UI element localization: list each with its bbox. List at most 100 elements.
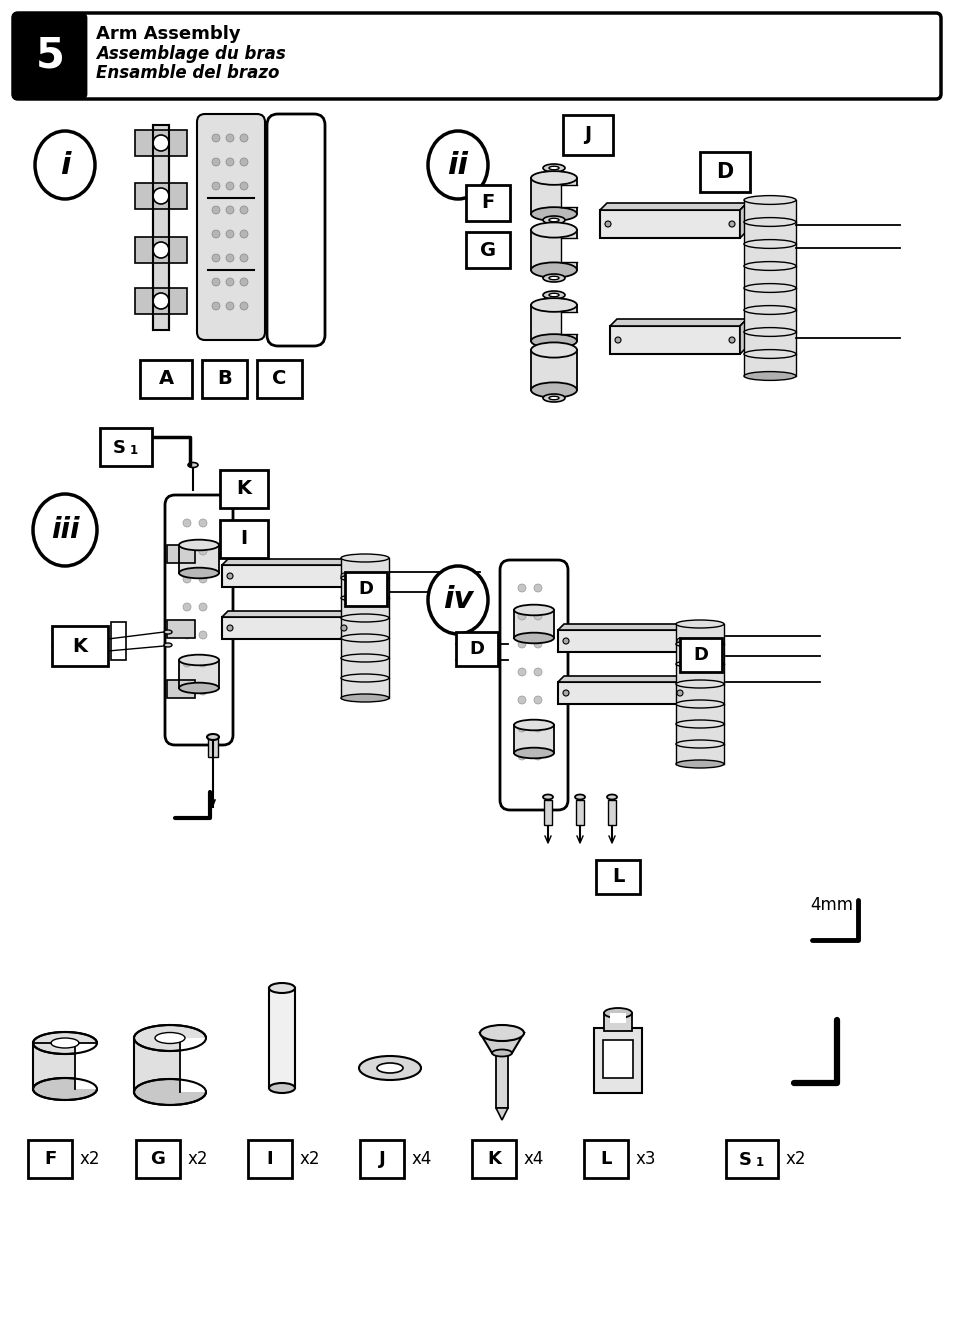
Text: iv: iv <box>442 585 473 615</box>
Ellipse shape <box>548 293 558 297</box>
Bar <box>248 1140 292 1178</box>
Ellipse shape <box>179 540 219 551</box>
Bar <box>220 520 268 559</box>
Text: Ensamble del brazo: Ensamble del brazo <box>96 64 279 83</box>
Circle shape <box>212 159 220 167</box>
Bar <box>33 1042 97 1089</box>
Text: C: C <box>272 369 287 388</box>
Bar <box>340 619 389 639</box>
Ellipse shape <box>164 631 172 635</box>
Bar <box>609 327 740 355</box>
Text: x2: x2 <box>299 1150 320 1168</box>
FancyBboxPatch shape <box>14 15 86 99</box>
Bar <box>222 617 352 639</box>
Bar <box>679 639 721 672</box>
Ellipse shape <box>376 1062 402 1073</box>
Circle shape <box>212 279 220 287</box>
Ellipse shape <box>133 1025 206 1050</box>
Bar <box>52 627 108 666</box>
Ellipse shape <box>428 131 488 199</box>
Circle shape <box>199 547 207 555</box>
Bar <box>340 678 389 698</box>
Ellipse shape <box>188 463 198 468</box>
Circle shape <box>152 188 169 204</box>
Circle shape <box>199 686 207 694</box>
Circle shape <box>677 690 682 696</box>
Circle shape <box>199 603 207 611</box>
Circle shape <box>212 135 220 143</box>
Text: i: i <box>60 151 71 180</box>
Circle shape <box>226 231 233 239</box>
Ellipse shape <box>164 643 172 647</box>
Ellipse shape <box>531 383 577 397</box>
Circle shape <box>534 640 541 648</box>
Polygon shape <box>609 319 746 327</box>
Circle shape <box>517 584 525 592</box>
Text: L: L <box>599 1150 611 1168</box>
Bar <box>676 664 723 684</box>
Bar <box>514 725 554 753</box>
Text: ii: ii <box>447 151 468 180</box>
Ellipse shape <box>531 343 577 357</box>
Bar <box>269 988 294 1088</box>
Polygon shape <box>496 1108 507 1120</box>
Circle shape <box>340 573 347 579</box>
Circle shape <box>212 255 220 263</box>
Circle shape <box>604 221 610 227</box>
Bar <box>743 267 795 288</box>
Bar <box>743 200 795 223</box>
Text: 1: 1 <box>755 1156 763 1169</box>
Ellipse shape <box>743 196 795 204</box>
Bar <box>135 183 187 209</box>
Circle shape <box>226 183 233 191</box>
Text: F: F <box>44 1150 56 1168</box>
Circle shape <box>517 752 525 760</box>
Bar <box>676 684 723 704</box>
Bar <box>140 360 192 399</box>
Ellipse shape <box>676 660 723 668</box>
Ellipse shape <box>542 794 553 800</box>
Bar <box>75 1042 100 1089</box>
Bar <box>167 620 194 639</box>
Text: iii: iii <box>51 516 79 544</box>
Polygon shape <box>222 611 357 617</box>
Ellipse shape <box>33 495 97 567</box>
Bar <box>135 237 187 263</box>
Ellipse shape <box>676 760 723 768</box>
Circle shape <box>240 303 248 311</box>
Polygon shape <box>740 203 746 239</box>
Circle shape <box>728 221 734 227</box>
Bar <box>340 639 389 659</box>
Polygon shape <box>599 203 746 211</box>
Ellipse shape <box>340 575 389 583</box>
Polygon shape <box>687 624 693 652</box>
Circle shape <box>534 696 541 704</box>
Ellipse shape <box>531 171 577 185</box>
Bar <box>345 572 387 607</box>
Text: J: J <box>378 1150 385 1168</box>
Circle shape <box>534 724 541 732</box>
Ellipse shape <box>542 216 564 224</box>
Bar <box>179 545 219 573</box>
Polygon shape <box>558 676 693 682</box>
Text: S: S <box>112 439 126 457</box>
Ellipse shape <box>340 555 389 563</box>
Ellipse shape <box>358 1056 420 1080</box>
Ellipse shape <box>548 219 558 221</box>
Ellipse shape <box>269 1082 294 1093</box>
Circle shape <box>183 547 191 555</box>
Text: A: A <box>158 369 173 388</box>
Text: 1: 1 <box>130 444 138 456</box>
Bar <box>676 644 723 664</box>
Bar <box>222 565 352 587</box>
Bar <box>676 744 723 764</box>
Text: D: D <box>469 640 484 659</box>
Circle shape <box>226 159 233 167</box>
Ellipse shape <box>428 567 488 635</box>
Bar <box>100 428 152 467</box>
Bar <box>496 1053 507 1108</box>
Circle shape <box>562 690 568 696</box>
Ellipse shape <box>133 1078 206 1105</box>
Ellipse shape <box>340 674 389 682</box>
Ellipse shape <box>548 167 558 169</box>
